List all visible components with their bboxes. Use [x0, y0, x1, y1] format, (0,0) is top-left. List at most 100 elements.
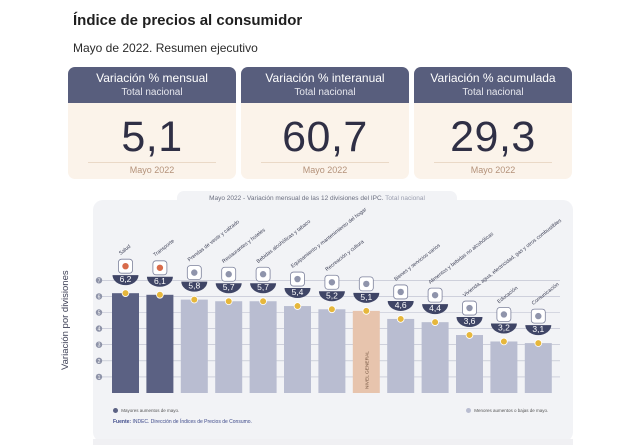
bottom-strip	[93, 439, 573, 445]
bar-marker	[500, 337, 508, 346]
bar-marker	[534, 339, 543, 347]
category-label: Recreación y cultura	[324, 239, 365, 273]
bar	[421, 322, 449, 393]
legend-high: Mayores aumentos de mayo.	[113, 408, 180, 414]
data-label: 4,6	[395, 300, 407, 310]
bar	[215, 301, 243, 393]
source-text: INDEC. Dirección de Índices de Precios d…	[132, 419, 252, 425]
card-value: 5,1	[121, 113, 183, 161]
bar	[524, 343, 552, 393]
value-badge	[456, 317, 483, 328]
y-tick-dot	[95, 293, 103, 300]
card-monthly: Variación % mensual Total nacional 5,1 M…	[68, 67, 236, 179]
card-interannual: Variación % interanual Total nacional 60…	[241, 67, 409, 179]
data-label: 5,7	[257, 282, 269, 292]
data-label: 3,2	[498, 322, 510, 332]
data-label: 4,4	[429, 303, 441, 313]
value-badge	[181, 281, 208, 292]
medical-kit-icon-glyph	[122, 262, 129, 270]
y-tick-dot	[95, 309, 103, 316]
data-label: 6,1	[154, 276, 166, 286]
source-note: Fuente: INDEC. Dirección de Índices de P…	[113, 419, 252, 425]
y-tick-dot	[95, 325, 103, 332]
card-period: Mayo 2022	[129, 165, 175, 175]
card-divider	[88, 162, 216, 163]
card-period: Mayo 2022	[302, 165, 348, 175]
data-label: 5,7	[223, 282, 235, 292]
chart-title-total: Total nacional	[385, 195, 425, 202]
value-badge	[422, 304, 449, 315]
bar-marker	[121, 289, 130, 297]
value-badge	[284, 288, 311, 299]
y-tick-label: 1	[98, 375, 101, 381]
category-label: Transporte	[152, 238, 175, 258]
data-label: 5,1	[360, 292, 372, 302]
bar	[112, 293, 139, 393]
y-tick-label: 6	[98, 294, 101, 300]
y-tick-label: 4	[98, 327, 101, 333]
value-badge	[318, 291, 345, 302]
bar	[180, 299, 208, 393]
legend-high-dot	[113, 408, 118, 414]
card-header: Variación % interanual Total nacional	[241, 67, 409, 103]
bar-marker	[224, 297, 233, 306]
bar	[146, 294, 174, 393]
y-tick-label: 3	[98, 343, 101, 349]
category-label: Salud	[118, 244, 132, 257]
card-subtitle: Total nacional	[121, 87, 183, 98]
bar	[387, 318, 415, 393]
value-badge	[387, 300, 414, 311]
card-accumulated: Variación % acumulada Total nacional 29,…	[414, 67, 572, 179]
card-title: Variación % interanual	[265, 71, 385, 85]
card-period: Mayo 2022	[470, 165, 516, 175]
data-label: 6,2	[120, 274, 132, 284]
value-badge	[112, 275, 139, 286]
legend-low-dot	[466, 408, 471, 414]
shoe-icon-glyph	[191, 269, 198, 276]
bus-icon-glyph	[156, 264, 164, 271]
y-tick-dot	[95, 357, 103, 364]
category-label: Educación	[496, 285, 519, 305]
card-subtitle: Total nacional	[462, 87, 524, 98]
food-icon-glyph	[431, 291, 439, 299]
card-title: Variación % mensual	[96, 71, 208, 85]
bar	[490, 341, 518, 393]
category-label: NIVEL GENERAL	[364, 351, 370, 389]
y-tick-label: 2	[98, 359, 101, 365]
value-badge	[250, 283, 277, 294]
basket-icon-glyph	[363, 280, 370, 288]
y-tick-label: 5	[98, 311, 101, 317]
category-label: Comunicación	[531, 282, 561, 307]
card-value: 29,3	[450, 113, 536, 161]
page-title: Índice de precios al consumidor	[73, 12, 303, 29]
y-tick-label: 7	[98, 278, 101, 284]
value-badge	[146, 276, 173, 287]
legend-low: Menores aumentos o bajas de mayo.	[466, 408, 549, 414]
bar	[456, 335, 483, 393]
value-badge	[525, 325, 552, 336]
bottle-icon-glyph	[259, 271, 267, 278]
theater-icon-glyph	[328, 279, 336, 286]
bar-marker	[431, 318, 439, 326]
chart-title: Mayo 2022 - Variación mensual de las 12 …	[177, 191, 457, 206]
bar	[284, 306, 311, 393]
legend-low-label: Menores aumentos o bajas de mayo.	[474, 408, 549, 413]
legend-high-label: Mayores aumentos de mayo.	[121, 408, 180, 413]
phone-icon-glyph	[535, 312, 542, 320]
card-value: 60,7	[282, 113, 368, 161]
y-tick-dot	[95, 373, 103, 381]
y-tick-dot	[95, 277, 103, 284]
value-badge	[353, 292, 380, 303]
data-label: 3,1	[532, 324, 544, 334]
card-divider	[434, 162, 552, 163]
perfume-icon-glyph	[397, 288, 404, 296]
source-label: Fuente:	[113, 419, 132, 425]
value-badge	[490, 323, 517, 334]
bar-marker	[259, 297, 267, 306]
data-label: 5,8	[188, 281, 200, 291]
bar-marker	[156, 290, 164, 299]
laptop-icon-glyph	[500, 311, 508, 318]
card-header: Variación % mensual Total nacional	[68, 67, 236, 103]
value-badge	[215, 283, 242, 294]
